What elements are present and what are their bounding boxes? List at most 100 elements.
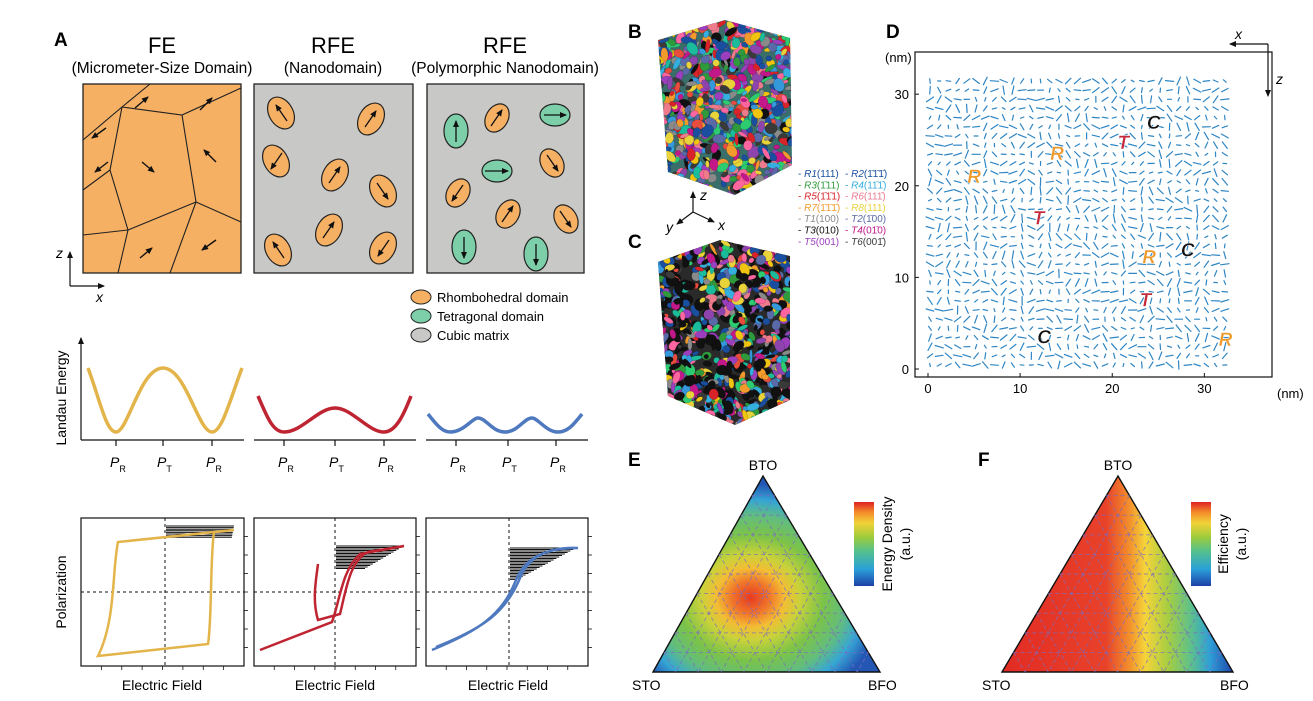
energy-tick-0-0: PR xyxy=(110,454,126,474)
xlabel-electric-field-1: Electric Field xyxy=(122,677,202,693)
cube-axis-z: z xyxy=(699,187,707,203)
energy-tick-2-1: PT xyxy=(502,454,517,474)
energy-curve-fe xyxy=(86,366,244,434)
variant-T1: - T1(100) xyxy=(798,214,839,225)
title-fe: FE xyxy=(148,33,176,58)
panel-label-b: B xyxy=(628,22,642,43)
polarization-ylabel: Polarization xyxy=(53,555,69,628)
cube-axis-y: y xyxy=(665,219,674,235)
energy-tick-1-0: PR xyxy=(278,454,294,474)
variant-legend: - R1(111) - R2(1̄1̄1̄) - R3(1̄11) - R4(11̄1… xyxy=(798,169,887,248)
colorbar-e xyxy=(854,502,874,586)
legend-rhombohedral: Rhombohedral domain xyxy=(437,290,569,305)
polarization-loops: Polarization Electric Field Electric Fie… xyxy=(53,517,592,693)
legend-tetragonal: Tetragonal domain xyxy=(437,309,544,324)
energy-tick-0-1: PT xyxy=(157,454,172,474)
energy-tick-1-2: PR xyxy=(378,454,394,474)
colorbar-label-f: Efficiency xyxy=(1215,514,1231,574)
ternary-efficiency-f: BTO STO BFO Efficiency (a.u.) xyxy=(982,457,1249,693)
map-label-C-9: C xyxy=(1037,327,1051,348)
variant-R7: - R7(1̄1̄1̄) xyxy=(798,203,840,214)
variant-T2: - T2(1̄00) xyxy=(845,214,886,225)
title-rfe-1: RFE xyxy=(311,33,355,58)
variant-R8: - R8(111) xyxy=(845,203,886,214)
variant-T3: - T3(010) xyxy=(798,226,839,237)
fe-domain-box xyxy=(82,83,242,274)
subtitle-fe: (Micrometer-Size Domain) xyxy=(72,60,253,77)
map-label-C-7: C xyxy=(1147,113,1161,134)
loop-rfe2 xyxy=(431,546,579,652)
panel-label-a: A xyxy=(54,30,68,51)
map-label-T-4: T xyxy=(1117,133,1130,154)
vertex-bto-e: BTO xyxy=(749,457,778,473)
domain-cube-c xyxy=(658,240,790,425)
energy-curve-rfe1 xyxy=(256,395,413,434)
energy-tick-2-0: PR xyxy=(450,454,466,474)
axis-z-label: z xyxy=(55,245,63,261)
map-label-R-1: R xyxy=(1050,144,1064,165)
panel-label-c: C xyxy=(628,232,642,253)
panel-label-d: D xyxy=(886,22,900,43)
variant-T4: - T4(01̄0) xyxy=(845,226,886,237)
map-y-tick-30: 30 xyxy=(895,87,909,102)
ternary-energy-e: BTO STO BFO Energy Density (a.u.) xyxy=(632,457,913,693)
vertex-sto-e: STO xyxy=(632,677,661,693)
variant-R5: - R5(1̄1̄1) xyxy=(798,192,840,203)
xlabel-electric-field-3: Electric Field xyxy=(468,677,548,693)
variant-R1: - R1(111) xyxy=(798,169,839,180)
loop-fe xyxy=(95,528,235,658)
variant-R2: - R2(1̄1̄1̄) xyxy=(845,169,887,180)
map-y-tick-10: 10 xyxy=(895,270,909,285)
loop-rfe1 xyxy=(259,544,405,652)
panel-label-f: F xyxy=(978,450,990,471)
map-x-tick-20: 20 xyxy=(1105,381,1119,396)
title-rfe-2: RFE xyxy=(483,33,527,58)
panel-label-e: E xyxy=(628,450,641,471)
energy-tick-0-2: PR xyxy=(206,454,222,474)
map-x-tick-0: 0 xyxy=(924,381,931,396)
colorbar-label-e: Energy Density xyxy=(879,497,895,592)
map-label-T-5: T xyxy=(1033,208,1046,229)
variant-T5: - T5(001) xyxy=(798,237,839,248)
rfe-polymorphic-box xyxy=(426,83,585,274)
cube-axis-x: x xyxy=(717,217,726,233)
map-label-T-6: T xyxy=(1140,291,1153,312)
unit-nm-y: (nm) xyxy=(885,50,912,65)
map-x-tick-30: 30 xyxy=(1197,381,1211,396)
legend-swatch-tetragonal xyxy=(410,308,432,324)
map-label-R-2: R xyxy=(1142,248,1156,269)
legend-cubic: Cubic matrix xyxy=(437,328,510,343)
map-label-R-3: R xyxy=(1219,330,1233,351)
unit-nm-x: (nm) xyxy=(1277,386,1304,401)
domain-legend: Rhombohedral domain Tetragonal domain Cu… xyxy=(410,289,569,343)
map-axis-z: z xyxy=(1275,71,1283,87)
map-y-tick-20: 20 xyxy=(895,179,909,194)
variant-R4: - R4(11̄1̄) xyxy=(845,180,887,191)
variant-T6: - T6(001̄) xyxy=(845,237,886,248)
subtitle-rfe-2: (Polymorphic Nanodomain) xyxy=(411,60,599,77)
subtitle-rfe-1: (Nanodomain) xyxy=(284,60,382,77)
energy-tick-1-1: PT xyxy=(329,454,344,474)
map-y-tick-0: 0 xyxy=(902,362,909,377)
energy-tick-2-2: PR xyxy=(550,454,566,474)
map-label-R-0: R xyxy=(967,167,981,188)
xlabel-electric-field-2: Electric Field xyxy=(295,677,375,693)
domain-cube-b: z y x xyxy=(658,20,792,235)
variant-R6: - R6(111̄) xyxy=(845,192,886,203)
landau-energy-ylabel: Landau Energy xyxy=(53,351,69,446)
colorbar-unit-e: (a.u.) xyxy=(897,528,913,561)
legend-swatch-cubic xyxy=(410,327,432,343)
axes-zx: z x xyxy=(55,245,105,305)
colorbar-unit-f: (a.u.) xyxy=(1233,528,1249,561)
vertex-sto-f: STO xyxy=(982,677,1011,693)
rfe-nanodomain-box xyxy=(253,83,414,274)
xyz-axes: z y x xyxy=(665,187,726,235)
energy-curve-rfe2 xyxy=(426,412,584,434)
map-x-tick-10: 10 xyxy=(1013,381,1027,396)
landau-energy-plots: Landau Energy PR PT PR PR PT PR PR PT PR xyxy=(53,337,588,474)
legend-swatch-rhombohedral xyxy=(410,289,432,305)
vertex-bfo-e: BFO xyxy=(868,677,897,693)
variant-R3: - R3(1̄11) xyxy=(798,180,840,191)
